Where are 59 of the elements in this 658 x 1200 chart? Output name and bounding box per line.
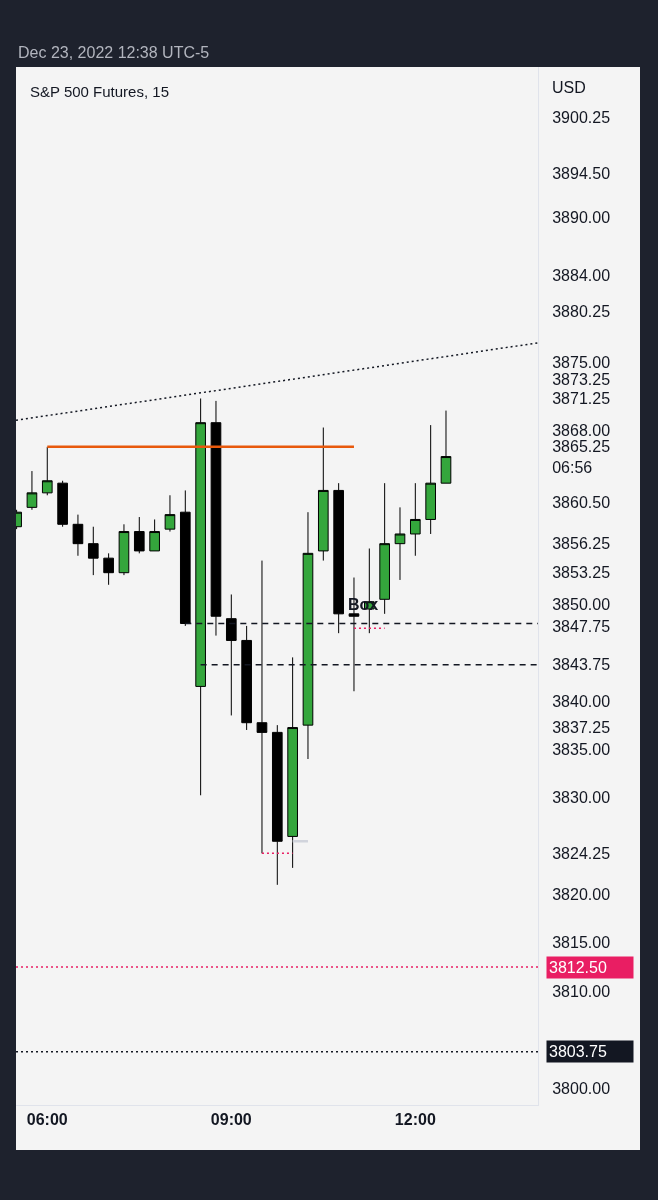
candlestick: [409, 482, 421, 557]
candlestick: [164, 494, 176, 533]
candlestick: [302, 511, 314, 760]
candlestick: [241, 625, 252, 731]
y-tick-label: 3837.25: [552, 719, 611, 737]
candlestick: [118, 523, 130, 576]
y-tick-label: 3835.00: [552, 740, 611, 758]
x-tick-label: 12:00: [394, 1111, 436, 1129]
candlestick: [87, 526, 99, 576]
x-tick-label: 09:00: [210, 1111, 252, 1129]
y-tick-label: 3856.25: [552, 535, 611, 553]
y-tick-label: 3815.00: [552, 934, 611, 952]
candlestick: [72, 514, 84, 557]
y-tick-label: 3847.75: [552, 617, 611, 635]
y-tick-label: 3871.25: [552, 390, 611, 408]
candlestick: [179, 489, 191, 627]
text: S&P 500 Futures, 15: [30, 83, 169, 101]
y-tick-label: 3873.25: [552, 370, 611, 388]
candlestick: [379, 482, 390, 615]
candlestick: [287, 656, 298, 869]
y-tick-label: 3880.25: [552, 302, 611, 320]
y-tick-label: 3865.25 06:56: [552, 437, 611, 476]
candlestick: [225, 593, 237, 716]
y-tick-label: 3810.00: [552, 982, 611, 1000]
candlestick: [317, 427, 329, 562]
y-tick-label: 3840.00: [552, 692, 611, 710]
y-tick-label: 3894.50: [552, 165, 611, 183]
ref-line-label: 3803.75: [549, 1043, 607, 1060]
y-tick-label: 3800.00: [552, 1079, 611, 1097]
candlestick: [440, 410, 452, 484]
y-tick-label: 3868.00: [552, 421, 611, 439]
chart-subtitle: Dec 23, 2022 12:38 UTC-5: [18, 44, 210, 61]
ref-line-label: 3812.50: [549, 959, 607, 976]
candlestick: [333, 482, 344, 634]
candlestick: [425, 424, 436, 535]
candlestick: [26, 470, 38, 511]
y-tick-label: 3820.00: [552, 886, 611, 904]
y-tick-label: 3824.25: [552, 844, 611, 862]
candlestick: [103, 552, 114, 586]
y-tick-label: 3890.00: [552, 208, 611, 226]
candlestick: [394, 506, 406, 581]
y-tick-label: 3830.00: [552, 789, 611, 807]
candlestick: [195, 397, 206, 796]
x-tick-label: 06:00: [26, 1111, 68, 1129]
candlestick: [256, 560, 268, 854]
candlestick: [41, 446, 53, 496]
candlestick: [210, 400, 222, 637]
candlestick: [149, 518, 160, 552]
y-tick-label: 3884.00: [552, 266, 611, 284]
y-tick-label: 3853.25: [552, 564, 611, 582]
y-tick-label: 3850.00: [552, 595, 611, 613]
candlestick: [133, 516, 145, 554]
y-tick-label: 3900.25: [552, 109, 611, 127]
y-tick-label: 3860.50: [552, 494, 611, 512]
y-axis-title: USD: [552, 79, 586, 96]
candlestick: [57, 480, 68, 528]
y-tick-label: 3875.00: [552, 353, 611, 371]
candlestick: [271, 724, 283, 886]
y-tick-label: 3843.75: [552, 656, 611, 674]
